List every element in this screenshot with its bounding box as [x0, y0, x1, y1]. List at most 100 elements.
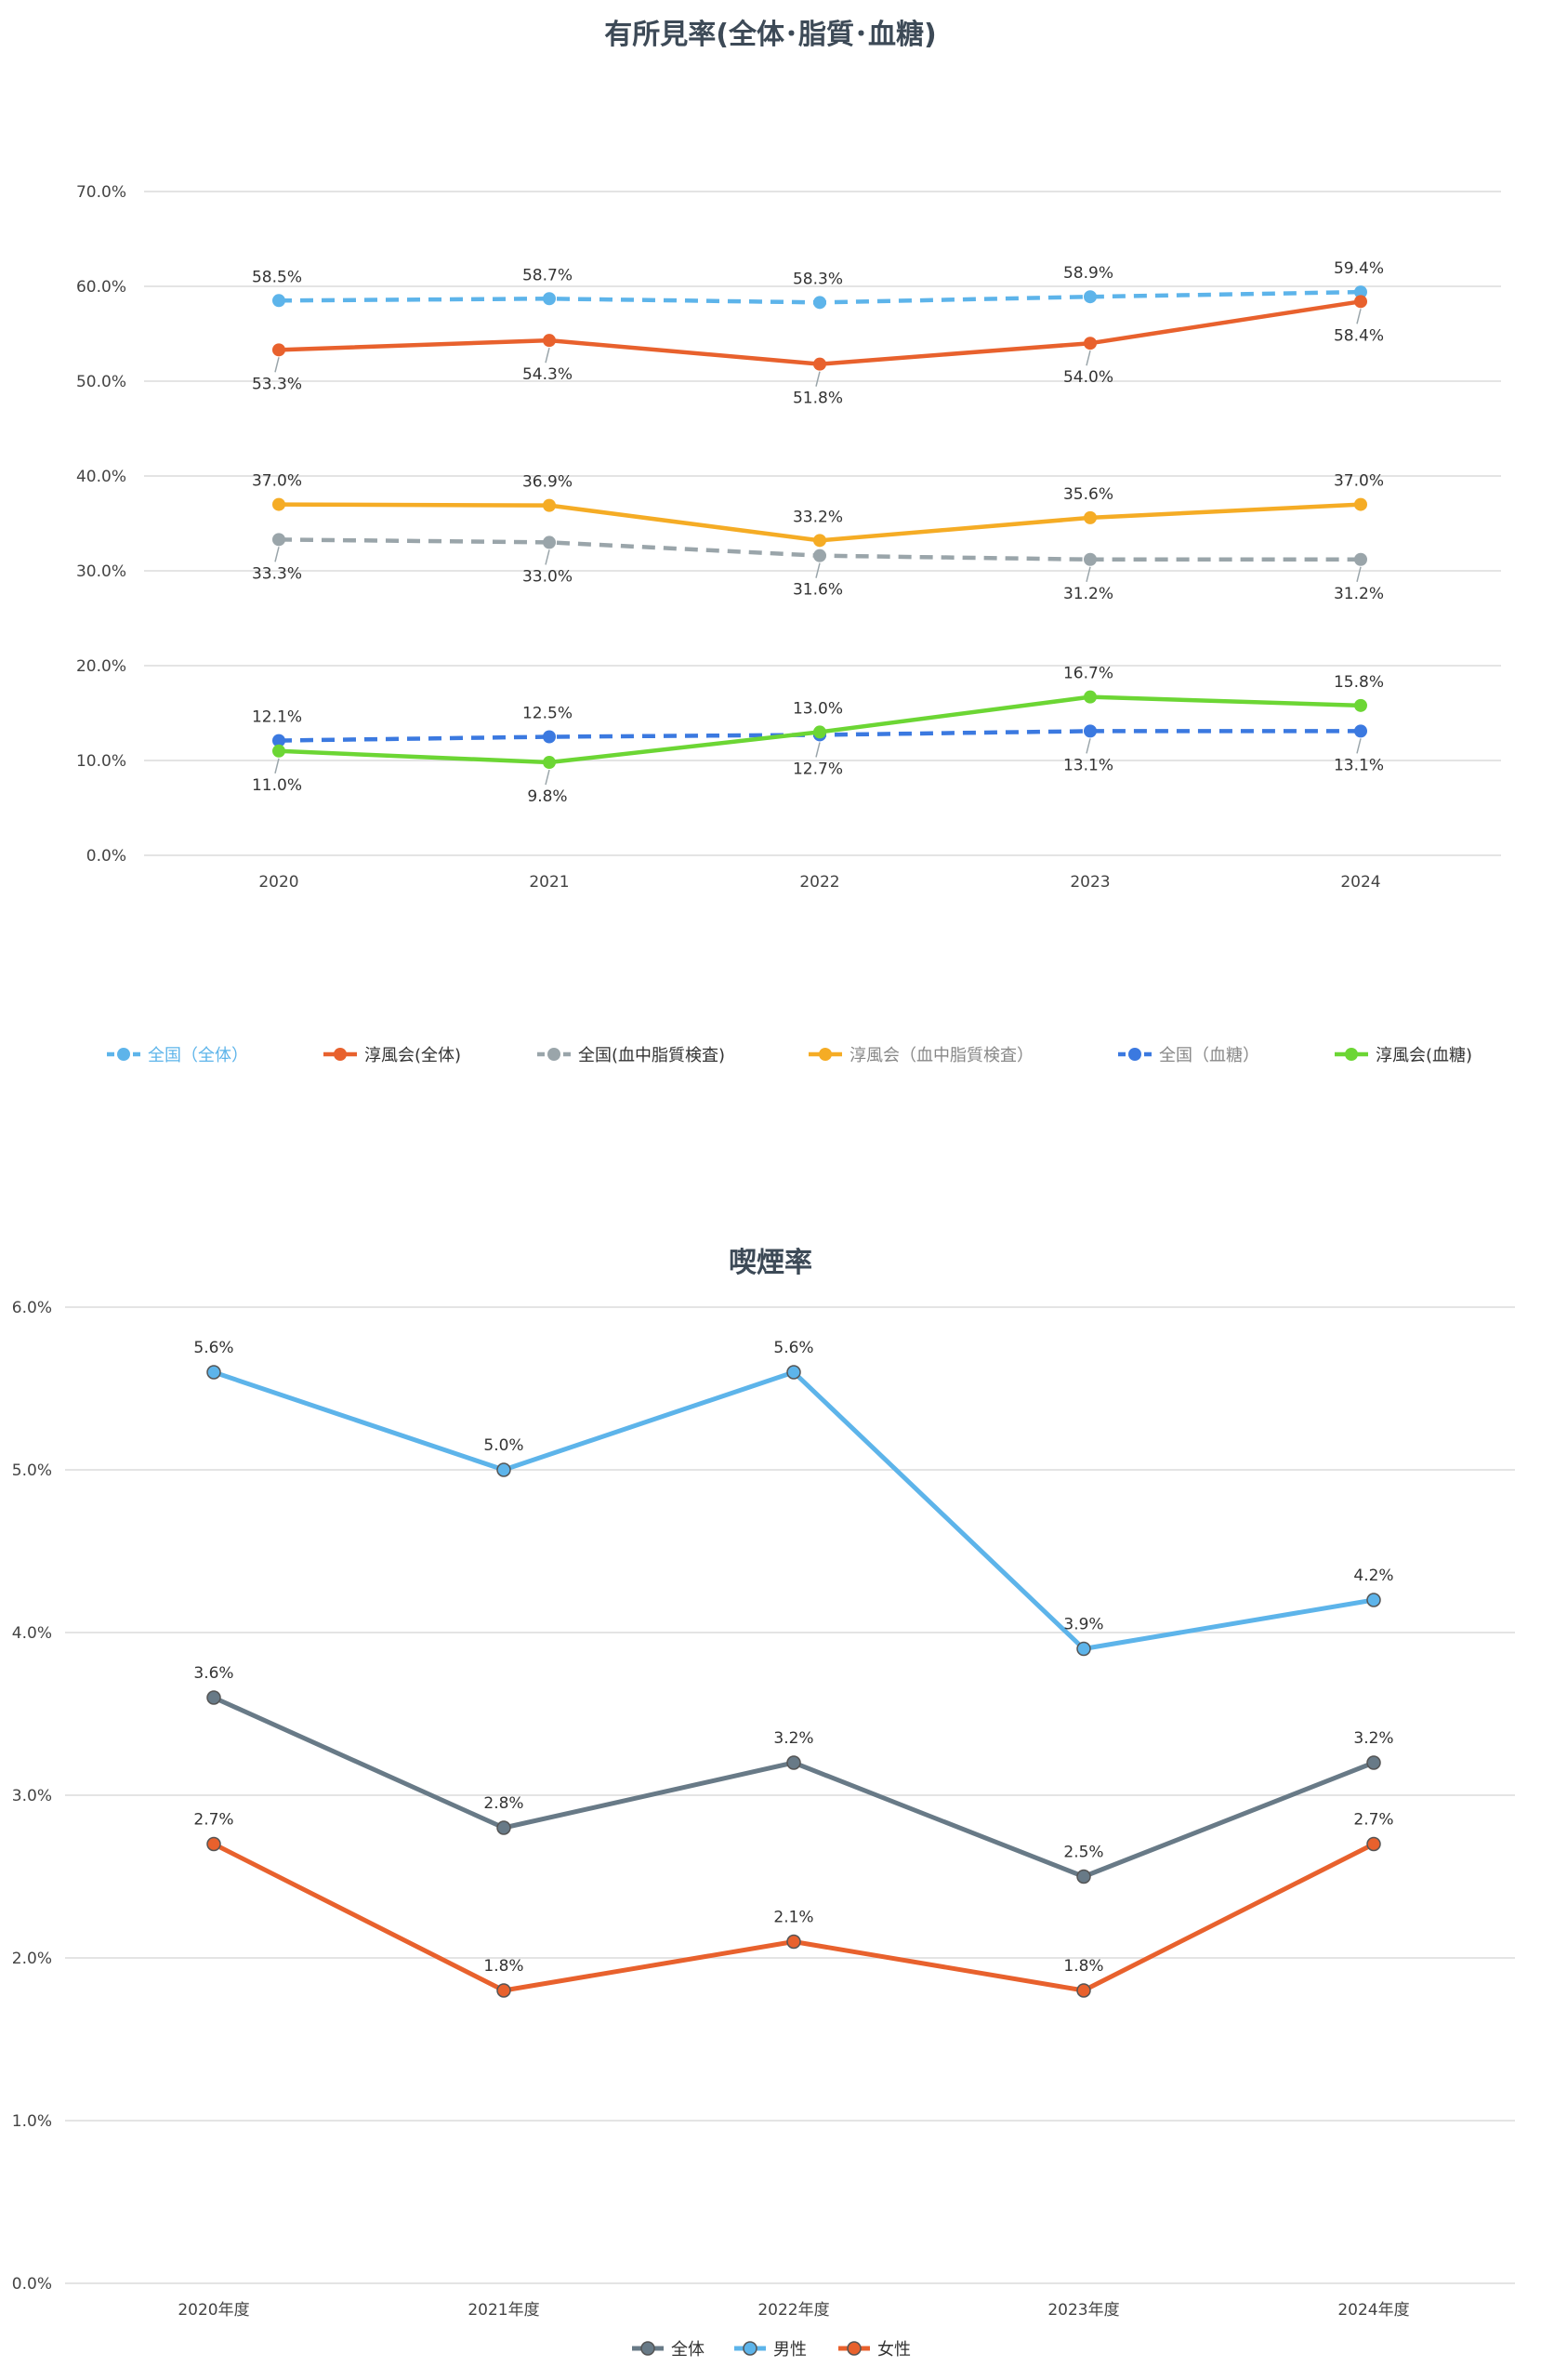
series-line — [213, 1369, 1375, 1651]
data-point — [272, 744, 285, 758]
x-tick-label: 2023 — [1070, 873, 1110, 892]
label-leader — [545, 769, 550, 786]
data-label: 12.5% — [522, 705, 573, 723]
data-point — [1084, 337, 1097, 350]
y-tick-label: 4.0% — [12, 1624, 52, 1643]
data-point — [543, 292, 556, 306]
x-tick-label: 2022 — [799, 873, 839, 892]
data-label: 5.0% — [483, 1436, 523, 1455]
x-tick-label: 2020年度 — [178, 2301, 249, 2320]
x-tick-label: 2023年度 — [1047, 2301, 1119, 2320]
data-label: 1.8% — [483, 1957, 523, 1976]
legend-label: 淳風会(血糖) — [1376, 1046, 1472, 1065]
label-leader — [815, 742, 821, 758]
findings-rate-chart: 有所見率(全体･脂質･血糖) 0.0% 10.0% 20.0% 30.0% 40.0% 5… — [76, 19, 1501, 1065]
data-label: 35.6% — [1063, 485, 1113, 504]
data-point — [496, 1820, 511, 1835]
data-point — [1084, 290, 1097, 304]
label-leader — [1356, 738, 1362, 754]
data-point — [1076, 1983, 1091, 1998]
legend-label: 全国（全体） — [148, 1046, 248, 1065]
legend-marker — [117, 1048, 130, 1061]
y-tick-label: 3.0% — [12, 1787, 52, 1805]
data-point — [813, 725, 826, 739]
legend-label: 女性 — [877, 2340, 911, 2360]
label-leader — [815, 371, 821, 387]
data-label: 16.7% — [1063, 665, 1113, 683]
data-point — [786, 1755, 801, 1770]
data-label: 58.9% — [1063, 264, 1113, 283]
data-label: 53.3% — [252, 375, 302, 393]
x-tick-label: 2024 — [1340, 873, 1380, 892]
legend-marker — [847, 2341, 862, 2356]
data-point — [1084, 552, 1097, 566]
label-leader — [1356, 309, 1362, 324]
data-point — [813, 296, 826, 310]
data-point — [272, 533, 285, 547]
legend-label: 全国（血糖） — [1159, 1046, 1259, 1065]
legend-marker — [547, 1048, 560, 1061]
data-point — [543, 334, 556, 348]
data-point — [496, 1983, 511, 1998]
data-point — [1354, 295, 1367, 309]
data-label: 58.7% — [522, 266, 573, 284]
data-label: 33.0% — [522, 567, 573, 586]
data-point — [1354, 698, 1367, 712]
data-label: 12.1% — [252, 708, 302, 727]
data-label: 15.8% — [1334, 673, 1384, 692]
data-label: 3.2% — [1353, 1729, 1393, 1748]
legend-label: 男性 — [773, 2340, 807, 2360]
y-tick-label: 5.0% — [12, 1461, 52, 1480]
data-label: 13.0% — [793, 699, 843, 718]
data-point — [1366, 1755, 1381, 1770]
data-point — [496, 1462, 511, 1477]
legend-marker — [1128, 1048, 1141, 1061]
data-point — [206, 1690, 221, 1705]
label-leader — [1356, 566, 1362, 582]
y-tick-label: 1.0% — [12, 2112, 52, 2131]
data-point — [1084, 510, 1097, 524]
data-point — [543, 730, 556, 744]
y-tick-label: 40.0% — [76, 468, 126, 486]
x-tick-label: 2022年度 — [757, 2301, 829, 2320]
data-point — [1076, 1641, 1091, 1657]
data-point — [272, 734, 285, 747]
legend-marker — [334, 1048, 347, 1061]
data-point — [813, 549, 826, 562]
data-label: 3.6% — [193, 1664, 233, 1683]
data-point — [1084, 724, 1097, 738]
data-label: 5.6% — [193, 1339, 233, 1357]
y-tick-label: 0.0% — [86, 847, 126, 866]
data-point — [543, 536, 556, 549]
x-tick-label: 2021年度 — [468, 2301, 539, 2320]
data-point — [786, 1365, 801, 1380]
data-label: 31.2% — [1334, 585, 1384, 603]
chart-title: 有所見率(全体･脂質･血糖) — [604, 19, 936, 51]
data-label: 5.6% — [773, 1339, 813, 1357]
data-label: 51.8% — [793, 390, 843, 408]
series-line — [212, 1695, 1375, 1879]
data-label: 2.8% — [483, 1794, 523, 1813]
chart-title: 喫煙率 — [729, 1247, 812, 1279]
data-label: 3.2% — [773, 1729, 813, 1748]
legend-label: 全国(血中脂質検査) — [578, 1046, 725, 1065]
label-leader — [1086, 350, 1091, 366]
data-label: 31.2% — [1063, 585, 1113, 603]
data-label: 3.9% — [1063, 1616, 1103, 1634]
y-tick-label: 6.0% — [12, 1299, 52, 1317]
data-label: 54.0% — [1063, 368, 1113, 387]
data-label: 58.3% — [793, 270, 843, 288]
data-label: 37.0% — [1334, 472, 1384, 491]
data-label: 12.7% — [793, 760, 843, 778]
data-label: 58.4% — [1334, 326, 1384, 345]
data-label: 13.1% — [1334, 756, 1384, 774]
label-leader — [545, 347, 550, 364]
data-point — [1354, 552, 1367, 566]
data-label: 1.8% — [1063, 1957, 1103, 1976]
data-label: 58.5% — [252, 268, 302, 286]
data-point — [543, 498, 556, 512]
data-point — [272, 294, 285, 308]
y-tick-label: 70.0% — [76, 183, 126, 202]
y-tick-label: 30.0% — [76, 562, 126, 581]
